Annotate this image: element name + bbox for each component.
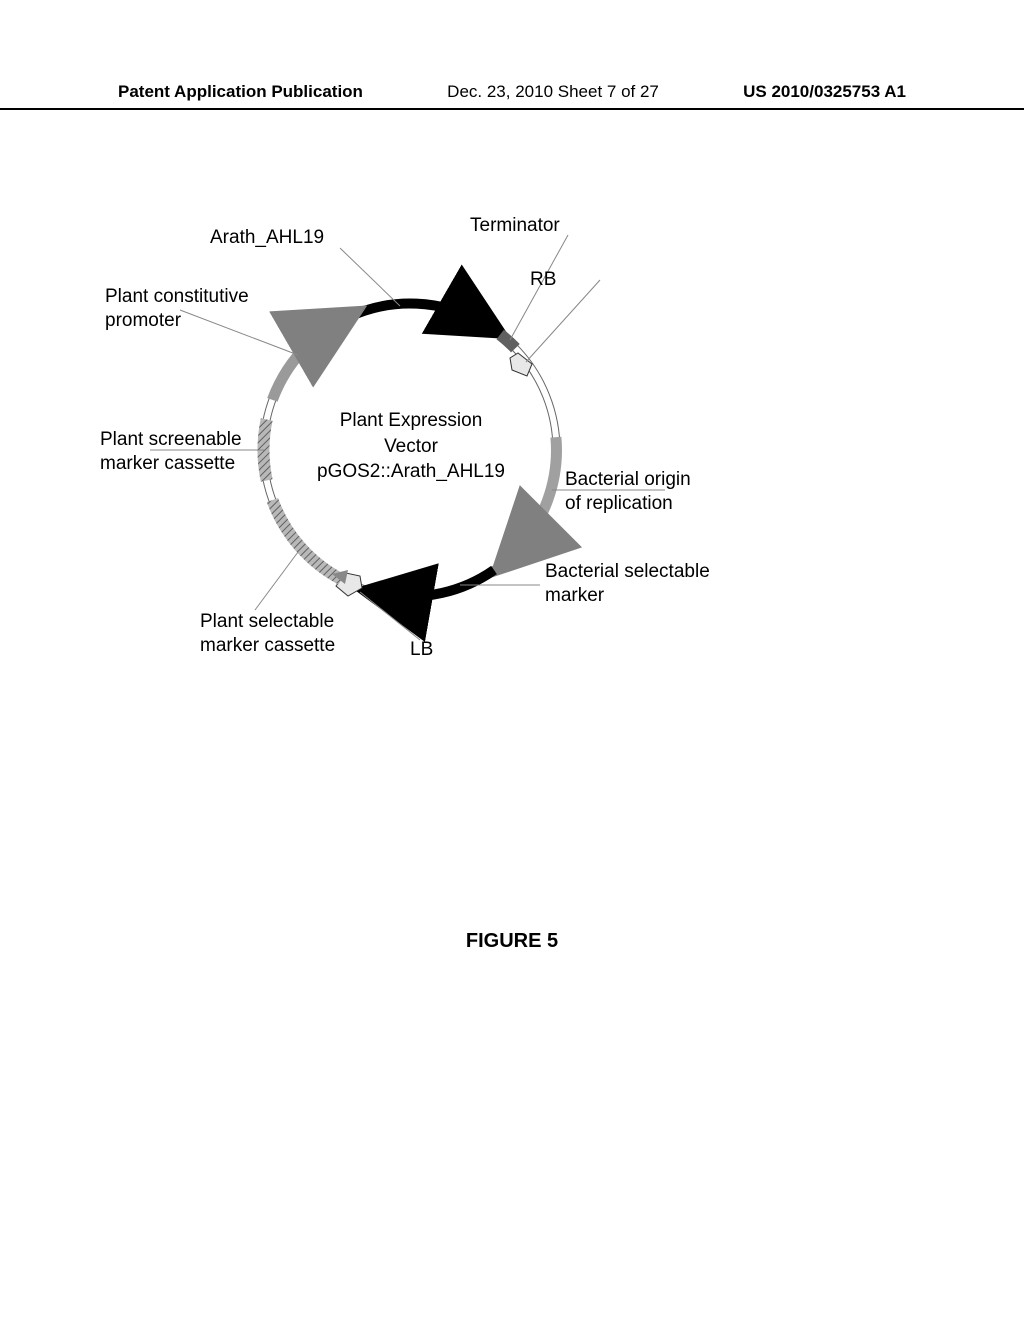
arc-bact-marker — [385, 570, 494, 597]
header-mid: Dec. 23, 2010 Sheet 7 of 27 — [447, 82, 659, 102]
arc-promoter — [272, 323, 336, 400]
label-arath: Arath_AHL19 — [210, 226, 324, 250]
vector-center-line1: Plant Expression — [316, 408, 506, 434]
figure-caption: FIGURE 5 — [0, 930, 1024, 953]
header-right: US 2010/0325753 A1 — [743, 82, 906, 102]
arc-bact-origin — [514, 437, 557, 553]
label-lb: LB — [410, 638, 433, 662]
arc-plant-sel — [272, 500, 341, 579]
vector-center-text: Plant Expression Vector pGOS2::Arath_AHL… — [316, 408, 506, 485]
label-plant-screen: Plant screenable marker cassette — [100, 428, 242, 476]
arc-terminator — [500, 335, 515, 349]
label-bact-origin: Bacterial origin of replication — [565, 468, 691, 516]
rb-icon — [510, 353, 532, 376]
header-left: Patent Application Publication — [118, 82, 363, 102]
label-promoter: Plant constitutive promoter — [105, 285, 249, 333]
label-plant-sel: Plant selectable marker cassette — [200, 610, 335, 658]
plasmid-figure: Plant Expression Vector pGOS2::Arath_AHL… — [100, 190, 900, 890]
arc-arath — [348, 304, 483, 324]
page-header: Patent Application Publication Dec. 23, … — [0, 82, 1024, 110]
label-bact-marker: Bacterial selectable marker — [545, 560, 710, 608]
label-terminator: Terminator — [470, 214, 560, 238]
vector-center-line2: Vector — [316, 434, 506, 460]
label-rb: RB — [530, 268, 556, 292]
vector-center-line3: pGOS2::Arath_AHL19 — [316, 459, 506, 485]
